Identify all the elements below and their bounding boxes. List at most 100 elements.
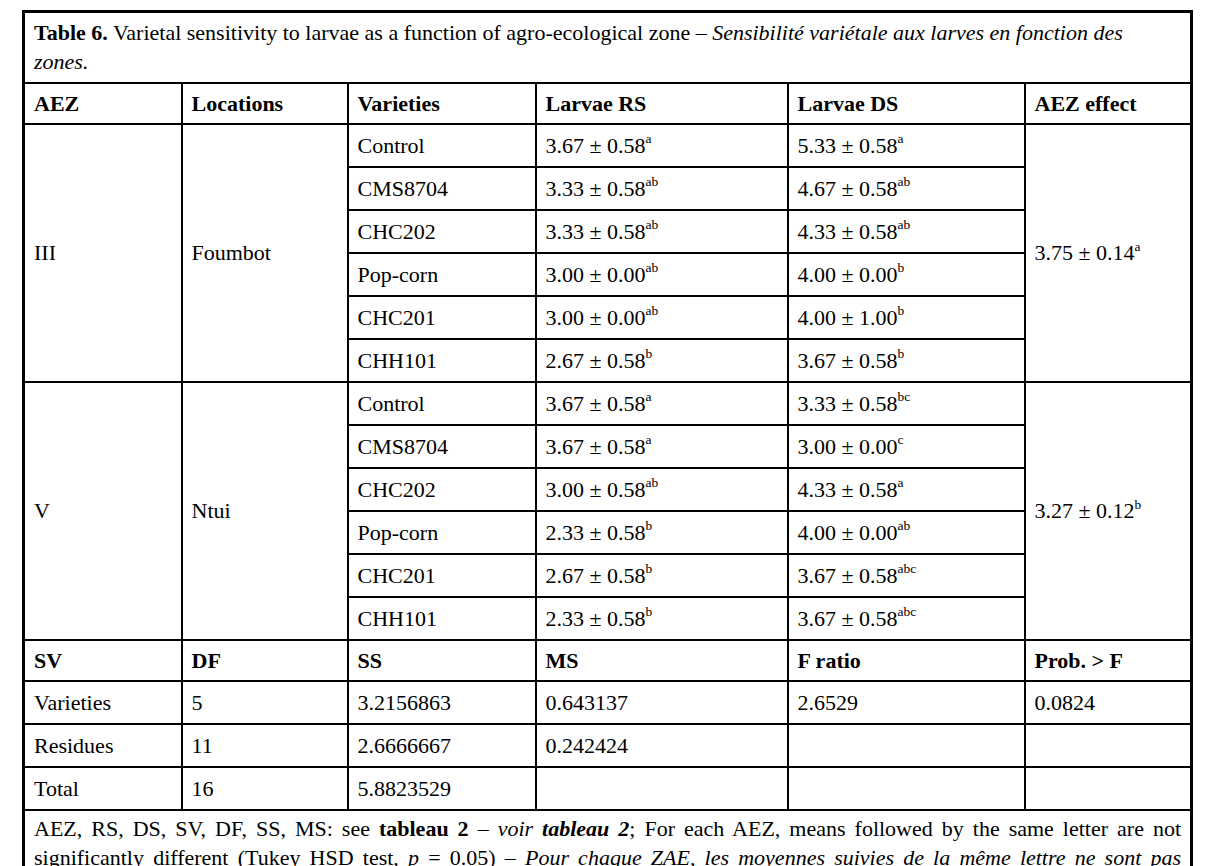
variety-cell: CHC201 [348,296,536,339]
col-header-locations: Locations [182,83,348,124]
sv-cell: Residues [24,724,182,767]
aez-effect-cell: 3.75 ± 0.14a [1025,124,1192,382]
page: Table 6. Varietal sensitivity to larvae … [0,0,1212,866]
aez-cell: V [24,382,182,640]
larvae-ds-cell-superscript: abc [898,604,917,619]
larvae-rs-cell-superscript: b [646,346,653,361]
larvae-ds-cell-superscript: c [898,432,904,447]
caption-row: Table 6. Varietal sensitivity to larvae … [24,12,1192,84]
larvae-rs-cell-superscript: b [646,604,653,619]
col-header-df: DF [182,640,348,681]
larvae-ds-cell-value: 3.00 ± 0.00 [798,434,898,459]
footnote-segment: tableau 2 [542,816,629,841]
larvae-rs-cell: 2.33 ± 0.58b [536,511,788,554]
table-caption: Table 6. Varietal sensitivity to larvae … [24,12,1192,84]
larvae-rs-cell-value: 3.33 ± 0.58 [546,176,646,201]
varieties-body: IIIFoumbotControl3.67 ± 0.58a5.33 ± 0.58… [24,124,1192,640]
larvae-ds-cell: 4.00 ± 0.00b [788,253,1025,296]
ms-cell [536,767,788,810]
larvae-ds-cell-superscript: ab [898,174,911,189]
footnote-row: AEZ, RS, DS, SV, DF, SS, MS: see tableau… [24,810,1192,866]
larvae-rs-cell-value: 2.33 ± 0.58 [546,606,646,631]
larvae-rs-cell: 3.00 ± 0.00ab [536,296,788,339]
larvae-ds-cell: 3.00 ± 0.00c [788,425,1025,468]
larvae-rs-cell-value: 3.00 ± 0.00 [546,262,646,287]
caption-label: Table 6. [34,20,108,45]
larvae-rs-cell-value: 3.67 ± 0.58 [546,391,646,416]
ss-cell: 2.6666667 [348,724,536,767]
larvae-rs-cell-superscript: a [646,432,652,447]
variety-cell: CMS8704 [348,167,536,210]
variety-cell: Pop-corn [348,253,536,296]
larvae-ds-cell: 5.33 ± 0.58a [788,124,1025,167]
df-cell: 5 [182,681,348,724]
larvae-ds-cell: 4.67 ± 0.58ab [788,167,1025,210]
larvae-rs-cell-superscript: b [646,518,653,533]
aez-effect-cell-value: 3.75 ± 0.14 [1035,240,1135,265]
col-header-prob-f: Prob. > F [1025,640,1192,681]
df-cell: 16 [182,767,348,810]
larvae-ds-cell-superscript: b [898,303,905,318]
larvae-rs-cell-superscript: ab [646,217,659,232]
variety-cell: CHH101 [348,597,536,640]
larvae-ds-cell-superscript: ab [898,518,911,533]
larvae-rs-cell-value: 2.33 ± 0.58 [546,520,646,545]
larvae-rs-cell-superscript: ab [646,475,659,490]
col-header-ss: SS [348,640,536,681]
larvae-rs-cell-value: 2.67 ± 0.58 [546,348,646,373]
larvae-ds-cell-value: 4.00 ± 1.00 [798,305,898,330]
caption-text-en: Varietal sensitivity to larvae as a func… [108,20,712,45]
prob-f-cell [1025,724,1192,767]
sv-cell: Total [24,767,182,810]
larvae-ds-cell-value: 3.67 ± 0.58 [798,563,898,588]
df-cell: 11 [182,724,348,767]
larvae-rs-cell-superscript: ab [646,174,659,189]
location-cell: Foumbot [182,124,348,382]
table-6: Table 6. Varietal sensitivity to larvae … [22,10,1193,866]
larvae-rs-cell-value: 3.00 ± 0.00 [546,305,646,330]
larvae-ds-cell-value: 4.67 ± 0.58 [798,176,898,201]
larvae-ds-cell-superscript: bc [898,389,911,404]
anova-row: Varieties53.21568630.6431372.65290.0824 [24,681,1192,724]
variety-cell: CHC202 [348,468,536,511]
ss-cell: 5.8823529 [348,767,536,810]
variety-cell: CHC201 [348,554,536,597]
larvae-ds-cell: 3.67 ± 0.58abc [788,554,1025,597]
variety-cell: Pop-corn [348,511,536,554]
aez-effect-cell-superscript: b [1135,497,1142,512]
larvae-ds-cell: 4.00 ± 0.00ab [788,511,1025,554]
footnote-segment: – [469,816,498,841]
larvae-ds-cell: 3.67 ± 0.58b [788,339,1025,382]
larvae-ds-cell-superscript: ab [898,217,911,232]
col-header-ms: MS [536,640,788,681]
larvae-rs-cell: 3.33 ± 0.58ab [536,167,788,210]
header-row: AEZ Locations Varieties Larvae RS Larvae… [24,83,1192,124]
larvae-ds-cell-superscript: abc [898,561,917,576]
footnote-segment: tableau 2 [379,816,469,841]
larvae-ds-cell-value: 4.33 ± 0.58 [798,477,898,502]
aez-effect-cell-superscript: a [1135,239,1141,254]
footnote-segment: AEZ, RS, DS, SV, DF, SS, MS: see [34,816,379,841]
variety-cell: CHH101 [348,339,536,382]
larvae-rs-cell-value: 3.00 ± 0.58 [546,477,646,502]
variety-cell: Control [348,124,536,167]
larvae-rs-cell-superscript: a [646,131,652,146]
variety-row: IIIFoumbotControl3.67 ± 0.58a5.33 ± 0.58… [24,124,1192,167]
larvae-rs-cell: 2.33 ± 0.58b [536,597,788,640]
anova-row: Residues112.66666670.242424 [24,724,1192,767]
larvae-ds-cell-superscript: b [898,260,905,275]
variety-cell: CHC202 [348,210,536,253]
larvae-ds-cell: 4.33 ± 0.58ab [788,210,1025,253]
larvae-ds-cell-superscript: b [898,346,905,361]
col-header-larvae-rs: Larvae RS [536,83,788,124]
ms-cell: 0.643137 [536,681,788,724]
larvae-rs-cell-value: 3.67 ± 0.58 [546,434,646,459]
aez-cell: III [24,124,182,382]
larvae-ds-cell: 4.00 ± 1.00b [788,296,1025,339]
footnote-segment: = 0.05) – [419,845,525,866]
ss-cell: 3.2156863 [348,681,536,724]
larvae-ds-cell-value: 4.33 ± 0.58 [798,219,898,244]
larvae-ds-cell-value: 4.00 ± 0.00 [798,262,898,287]
table-footnote: AEZ, RS, DS, SV, DF, SS, MS: see tableau… [24,810,1192,866]
footnote-segment: voir [498,816,542,841]
